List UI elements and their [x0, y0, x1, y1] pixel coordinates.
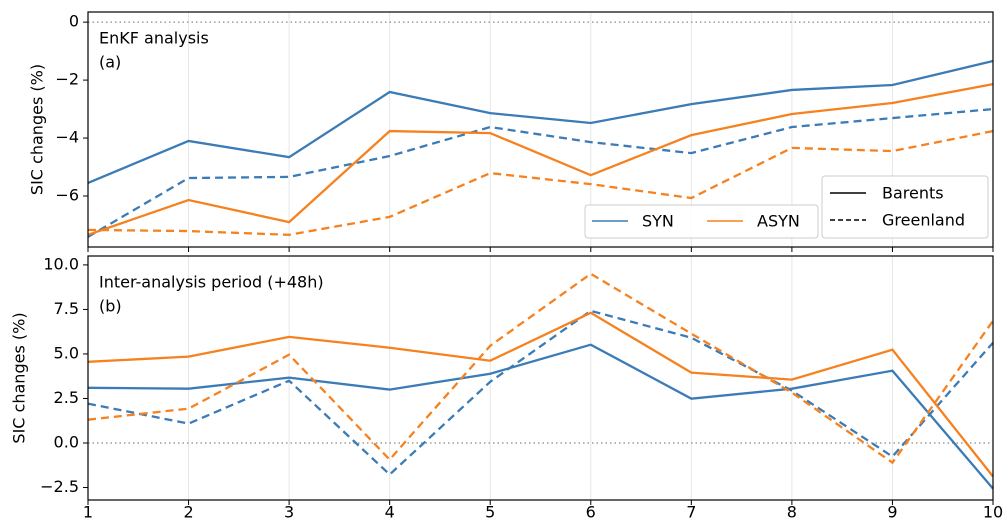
x-tick-label: 2 — [183, 503, 193, 521]
annotation: Inter-analysis period (+48h) — [99, 273, 324, 292]
y-tick-label: 0 — [69, 12, 79, 31]
legend-box — [584, 204, 819, 239]
data-line — [87, 272, 994, 465]
y-tick-label: 0.0 — [54, 433, 79, 452]
legend-label: Greenland — [882, 211, 965, 230]
annotation: (b) — [99, 297, 122, 316]
data-line — [87, 343, 994, 490]
y-tick-label: 7.5 — [54, 299, 79, 318]
y-tick-label: 5.0 — [54, 343, 79, 362]
legend-label: ASYN — [757, 212, 800, 231]
data-line — [87, 83, 994, 236]
plot-frame — [87, 11, 994, 248]
x-tick-label: 5 — [485, 503, 495, 521]
x-tick-label: 7 — [686, 503, 696, 521]
y-axis-label: SIC changes (%) — [28, 64, 47, 195]
legend-box — [821, 175, 989, 239]
data-line — [87, 129, 994, 236]
data-line — [87, 311, 994, 478]
x-tick-label: 3 — [284, 503, 294, 521]
x-tick-label: 8 — [787, 503, 797, 521]
legend-label: Barents — [882, 184, 944, 203]
x-tick-label: 4 — [385, 503, 395, 521]
y-tick-label: −2 — [55, 70, 79, 89]
x-tick-label: 10 — [983, 503, 1003, 521]
annotation: (a) — [99, 53, 121, 72]
data-line — [87, 59, 994, 185]
data-line — [87, 309, 994, 477]
y-tick-label: −6 — [55, 186, 79, 205]
x-tick-label: 6 — [586, 503, 596, 521]
y-tick-label: 2.5 — [54, 388, 79, 407]
y-tick-label: −2.5 — [40, 477, 79, 496]
x-tick-label: 1 — [83, 503, 93, 521]
legend-label: SYN — [642, 212, 674, 231]
y-tick-label: 10.0 — [43, 254, 79, 273]
x-tick-label: 9 — [887, 503, 897, 521]
y-tick-label: −4 — [55, 128, 79, 147]
y-axis-label: SIC changes (%) — [10, 312, 29, 443]
data-line — [87, 107, 994, 238]
annotation: EnKF analysis — [99, 29, 209, 48]
plot-frame — [87, 255, 994, 501]
